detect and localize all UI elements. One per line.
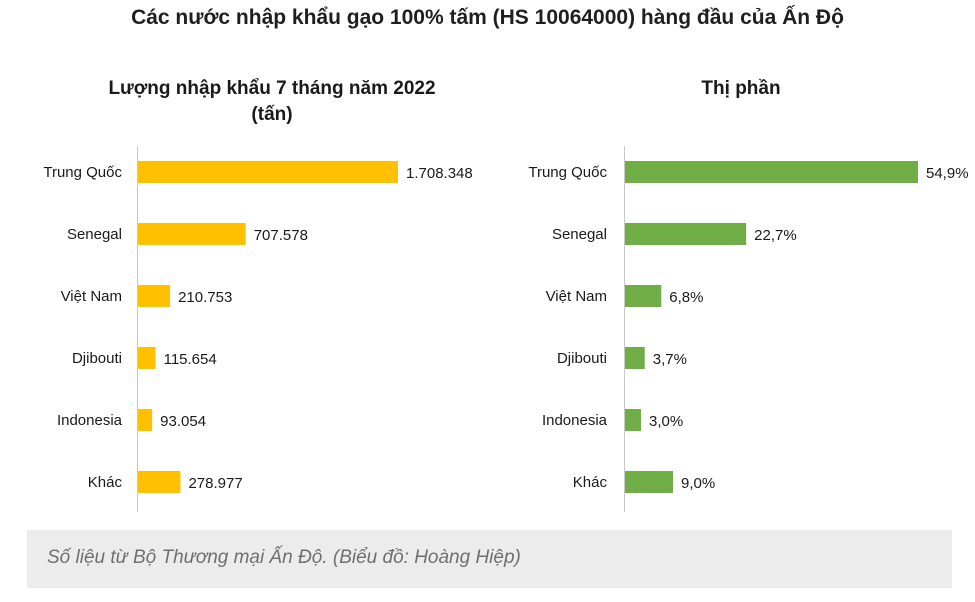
volume-value-label: 707.578 bbox=[254, 227, 308, 244]
caption-box: Số liệu từ Bộ Thương mại Ấn Độ. (Biểu đồ… bbox=[27, 530, 952, 588]
share-category-label: Senegal bbox=[552, 226, 607, 243]
share-chart-title-line: Thị phần bbox=[701, 78, 780, 99]
share-value-label: 9,0% bbox=[681, 475, 715, 492]
volume-category-label: Việt Nam bbox=[61, 288, 122, 305]
share-bar bbox=[625, 223, 747, 245]
caption-text: Số liệu từ Bộ Thương mại Ấn Độ. (Biểu đồ… bbox=[47, 547, 521, 568]
share-category-label: Việt Nam bbox=[546, 288, 607, 305]
volume-bar bbox=[138, 161, 398, 183]
share-bar bbox=[625, 285, 662, 307]
share-category-label: Indonesia bbox=[542, 412, 608, 429]
share-category-label: Trung Quốc bbox=[528, 164, 607, 181]
share-bar bbox=[625, 161, 918, 183]
volume-value-label: 93.054 bbox=[160, 413, 206, 430]
volume-bar bbox=[138, 285, 171, 307]
volume-chart-title-line: (tấn) bbox=[251, 104, 292, 125]
volume-value-label: 1.708.348 bbox=[406, 165, 473, 182]
volume-category-label: Djibouti bbox=[72, 350, 122, 367]
share-bar bbox=[625, 471, 674, 493]
volume-bar bbox=[138, 409, 153, 431]
volume-value-label: 210.753 bbox=[178, 289, 232, 306]
share-value-label: 22,7% bbox=[754, 227, 797, 244]
share-value-label: 54,9% bbox=[926, 165, 969, 182]
share-bar bbox=[625, 347, 645, 369]
share-value-label: 6,8% bbox=[669, 289, 703, 306]
charts-container: Lượng nhập khẩu 7 tháng năm 2022 (tấn) Tru… bbox=[43, 78, 969, 512]
volume-category-label: Indonesia bbox=[57, 412, 123, 429]
share-category-label: Khác bbox=[573, 474, 608, 491]
volume-category-label: Khác bbox=[88, 474, 123, 491]
share-value-label: 3,0% bbox=[649, 413, 683, 430]
volume-bar bbox=[138, 223, 246, 245]
volume-value-label: 115.654 bbox=[164, 351, 217, 368]
bar-charts-svg: Lượng nhập khẩu 7 tháng năm 2022 (tấn) Tru… bbox=[43, 78, 969, 512]
volume-category-label: Trung Quốc bbox=[43, 164, 122, 181]
page-title: Các nước nhập khẩu gạo 100% tấm (HS 1006… bbox=[131, 6, 844, 29]
volume-bar bbox=[138, 347, 156, 369]
volume-bar bbox=[138, 471, 181, 493]
volume-value-label: 278.977 bbox=[188, 475, 242, 492]
share-bar bbox=[625, 409, 642, 431]
volume-category-label: Senegal bbox=[67, 226, 122, 243]
share-value-label: 3,7% bbox=[653, 351, 687, 368]
volume-chart-title-line: Lượng nhập khẩu 7 tháng năm 2022 bbox=[108, 78, 435, 99]
share-category-label: Djibouti bbox=[557, 350, 607, 367]
